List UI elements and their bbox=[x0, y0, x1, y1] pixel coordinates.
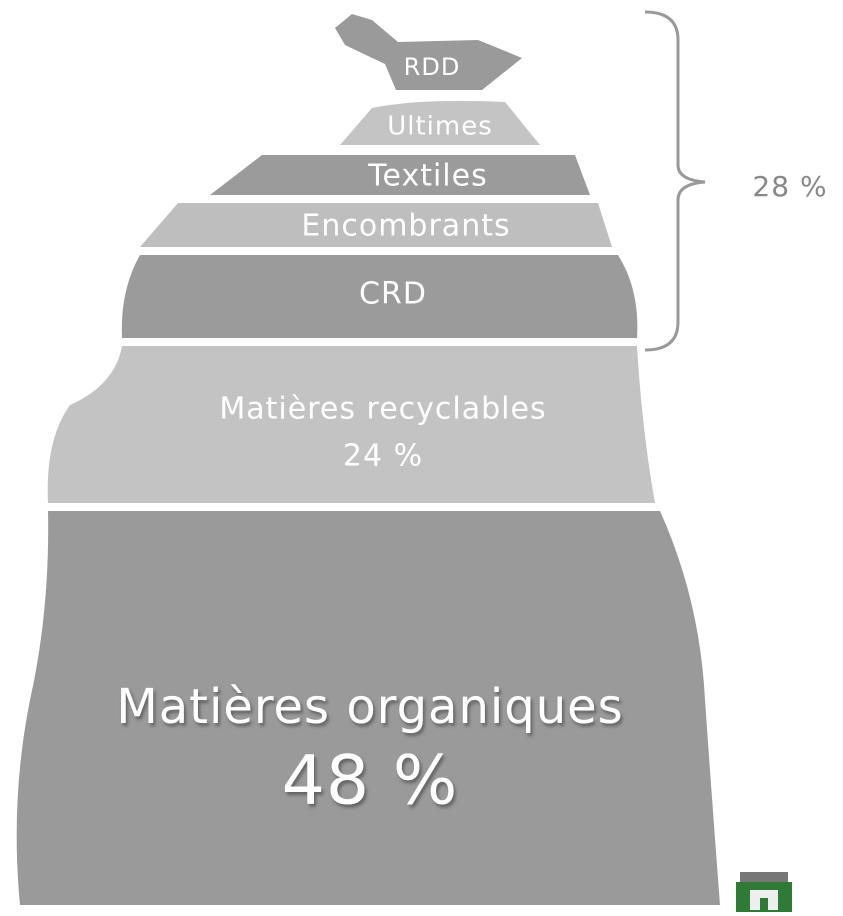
bracket-label: 28 % bbox=[752, 170, 827, 203]
label-ultimes: Ultimes bbox=[387, 112, 493, 142]
bracket bbox=[645, 12, 705, 350]
label-crd: CRD bbox=[359, 277, 427, 312]
logo bbox=[736, 872, 792, 912]
infographic: RDD Ultimes Textiles Encombrants CRD Mat… bbox=[0, 0, 843, 916]
label-recyclables: Matières recyclables bbox=[219, 392, 546, 427]
label-encombrants: Encombrants bbox=[301, 209, 510, 244]
label-textiles: Textiles bbox=[367, 159, 487, 194]
value-recyclables: 24 % bbox=[343, 439, 423, 474]
label-organiques: Matières organiques bbox=[116, 679, 623, 735]
value-organiques: 48 % bbox=[282, 742, 459, 821]
label-rdd: RDD bbox=[404, 53, 461, 81]
